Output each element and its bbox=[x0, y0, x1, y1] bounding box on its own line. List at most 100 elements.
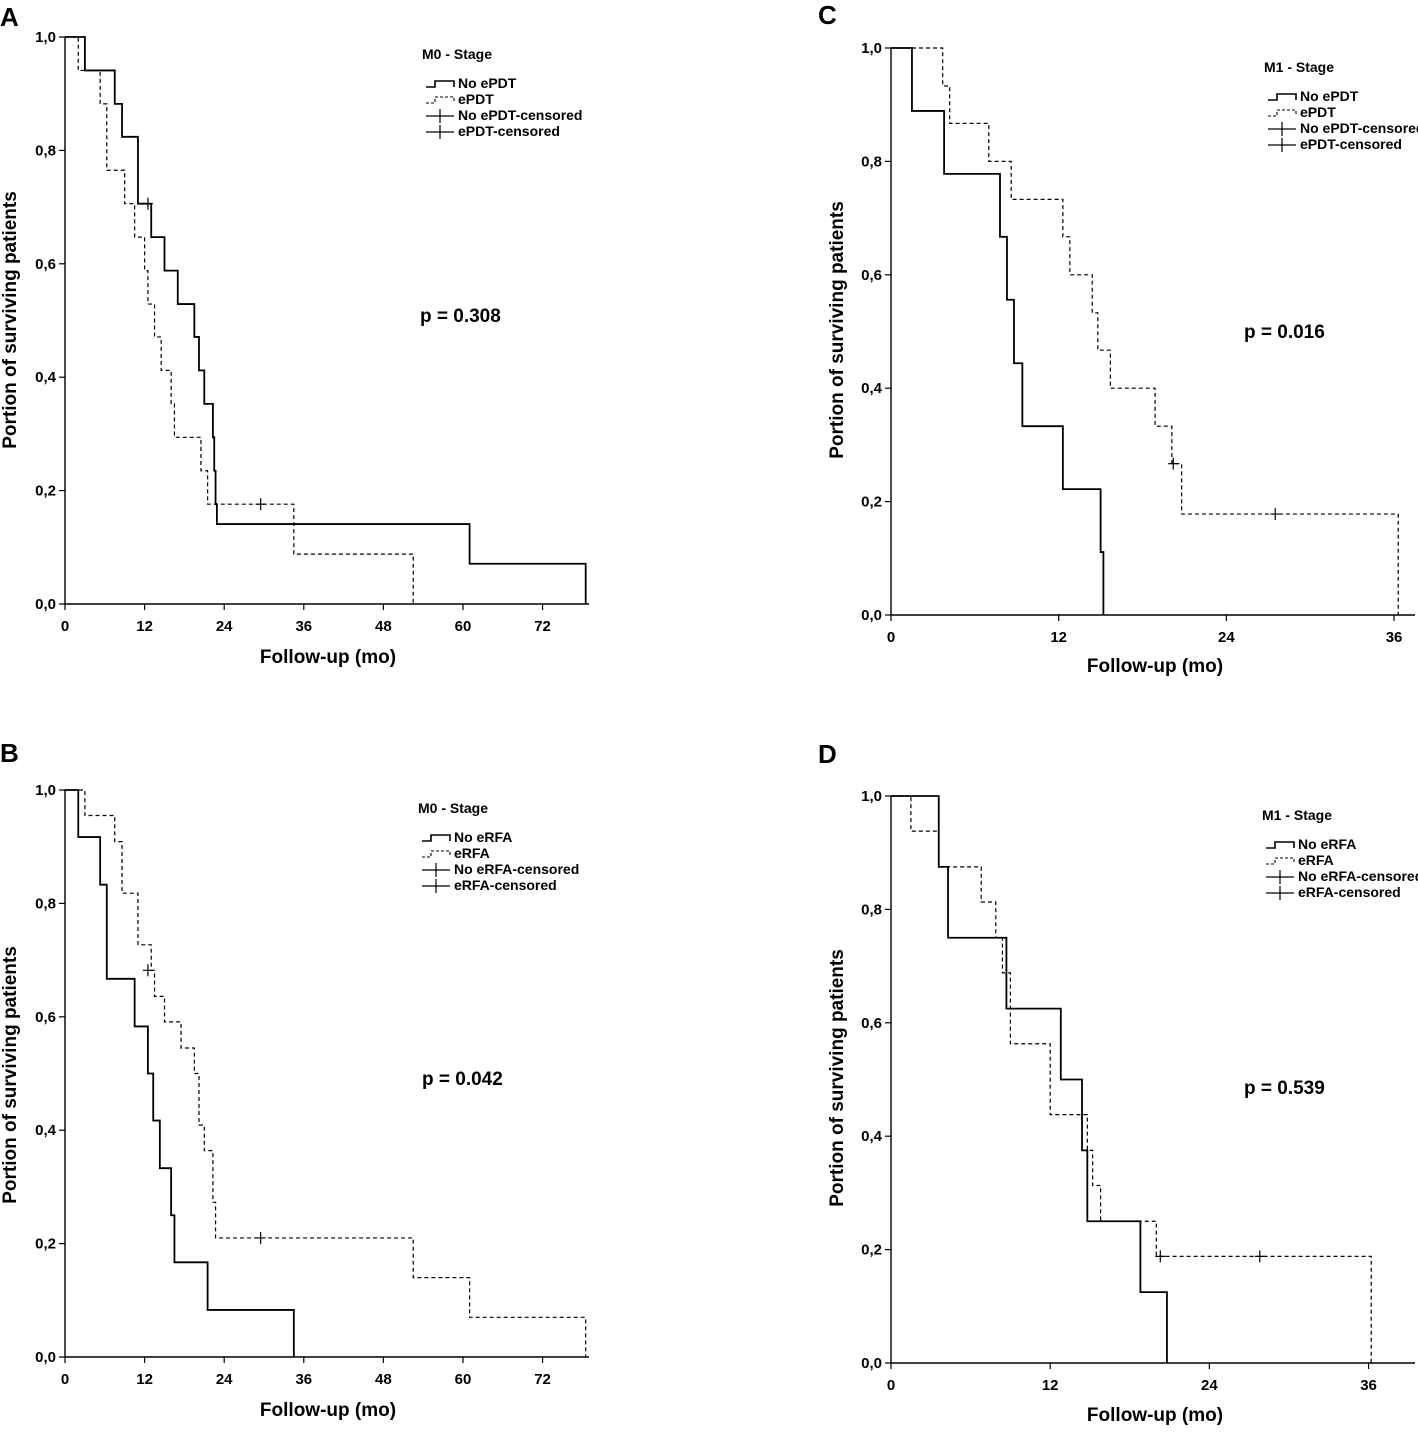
panel-letter: C bbox=[818, 0, 837, 30]
censor-mark-erfa bbox=[1254, 1250, 1265, 1263]
y-tick-label: 0,0 bbox=[861, 1355, 882, 1372]
y-tick-label: 0,8 bbox=[35, 142, 56, 159]
x-tick-label: 12 bbox=[1042, 1377, 1059, 1394]
legend-entry: No eRFA bbox=[454, 829, 512, 845]
x-tick-label: 24 bbox=[1218, 629, 1235, 646]
y-tick-label: 1,0 bbox=[35, 782, 56, 799]
km-curve-no-epdt bbox=[891, 47, 1105, 615]
x-tick-label: 36 bbox=[295, 1371, 312, 1388]
x-tick-label: 24 bbox=[216, 618, 233, 635]
x-tick-label: 12 bbox=[136, 1371, 153, 1388]
y-tick-label: 0,8 bbox=[861, 153, 882, 170]
legend-symbol-dashed bbox=[422, 850, 451, 858]
y-tick-label: 1,0 bbox=[861, 40, 882, 57]
legend-entry: No ePDT-censored bbox=[1300, 120, 1418, 136]
y-tick-label: 0,4 bbox=[35, 369, 57, 386]
legend-entry: eRFA-censored bbox=[454, 877, 557, 893]
x-tick-label: 24 bbox=[216, 1371, 233, 1388]
legend-entry: No ePDT bbox=[1300, 88, 1359, 104]
legend-symbol-solid bbox=[1268, 93, 1297, 101]
legend-entry: ePDT bbox=[458, 91, 494, 107]
x-tick-label: 60 bbox=[455, 618, 472, 635]
censor-mark-erfa bbox=[1155, 1250, 1166, 1263]
x-tick-label: 36 bbox=[1360, 1377, 1377, 1394]
x-tick-label: 0 bbox=[61, 1371, 69, 1388]
y-tick-label: 0,4 bbox=[861, 1128, 883, 1145]
x-tick-label: 60 bbox=[455, 1371, 472, 1388]
x-tick-label: 0 bbox=[61, 618, 69, 635]
y-axis-title: Portion of surviving patients bbox=[0, 946, 21, 1204]
censor-mark-epdt bbox=[1168, 457, 1179, 470]
legend-symbol-censor bbox=[422, 863, 450, 877]
legend-symbol-censor bbox=[422, 879, 450, 893]
y-axis-title: Portion of surviving patients bbox=[827, 201, 848, 459]
km-curve-epdt bbox=[65, 36, 414, 604]
y-tick-label: 0,0 bbox=[35, 596, 56, 613]
y-tick-label: 0,2 bbox=[861, 494, 882, 511]
y-tick-label: 0,0 bbox=[35, 1349, 56, 1366]
x-tick-label: 36 bbox=[1386, 629, 1403, 646]
legend-entry: eRFA bbox=[454, 845, 490, 861]
km-curve-erfa bbox=[891, 795, 1372, 1363]
p-value: p = 0.042 bbox=[422, 1069, 503, 1090]
censor-mark-epdt bbox=[255, 498, 266, 511]
panel-letter: B bbox=[0, 738, 19, 768]
legend-symbol-dashed bbox=[1266, 857, 1295, 865]
panel-letter: A bbox=[0, 2, 19, 32]
x-tick-label: 48 bbox=[375, 1371, 392, 1388]
legend-entry: ePDT-censored bbox=[1300, 136, 1402, 152]
panel-c: C 0,0 0,2 0,4 0,6 0,8 1,0 0 12 24 36 Follow-up (mo)… bbox=[818, 0, 1418, 677]
legend-entry: ePDT bbox=[1300, 104, 1336, 120]
legend-entry: eRFA-censored bbox=[1298, 884, 1401, 900]
x-tick-label: 0 bbox=[887, 629, 895, 646]
legend-symbol-dashed bbox=[1268, 109, 1297, 117]
km-curve-erfa bbox=[65, 789, 587, 1357]
y-tick-label: 0,2 bbox=[35, 1236, 56, 1253]
p-value: p = 0.539 bbox=[1244, 1078, 1325, 1099]
panel-b: B 0,0 0,2 0,4 0,6 0,8 1,0 0 12 24 36 48 60 72 Follow-u… bbox=[0, 738, 589, 1421]
y-tick-label: 0,4 bbox=[861, 380, 883, 397]
y-axis-title: Portion of surviving patients bbox=[827, 949, 848, 1207]
legend-symbol-solid bbox=[1266, 841, 1295, 849]
km-curve-epdt bbox=[891, 47, 1399, 615]
km-curve-no-erfa bbox=[65, 789, 295, 1357]
legend-title: M0 - Stage bbox=[418, 800, 488, 816]
x-axis-title: Follow-up (mo) bbox=[1087, 1405, 1223, 1426]
km-curve-no-erfa bbox=[891, 795, 1168, 1363]
legend-entry: ePDT-censored bbox=[458, 123, 560, 139]
legend-symbol-dashed bbox=[426, 96, 455, 104]
legend-entry: No ePDT bbox=[458, 75, 517, 91]
x-tick-label: 72 bbox=[534, 618, 551, 635]
legend-title: M0 - Stage bbox=[422, 46, 492, 62]
y-tick-label: 0,2 bbox=[35, 483, 56, 500]
x-tick-label: 12 bbox=[1050, 629, 1067, 646]
y-tick-label: 0,2 bbox=[861, 1242, 882, 1259]
x-tick-label: 72 bbox=[534, 1371, 551, 1388]
censor-mark-erfa bbox=[255, 1231, 266, 1244]
x-tick-label: 48 bbox=[375, 618, 392, 635]
y-tick-label: 0,8 bbox=[35, 895, 56, 912]
legend-symbol-solid bbox=[422, 834, 451, 842]
legend-symbol-censor bbox=[1268, 138, 1296, 152]
p-value: p = 0.016 bbox=[1244, 322, 1325, 343]
x-tick-label: 0 bbox=[887, 1377, 895, 1394]
y-tick-label: 0,4 bbox=[35, 1122, 57, 1139]
p-value: p = 0.308 bbox=[420, 306, 501, 327]
legend-symbol-censor bbox=[1268, 122, 1296, 136]
legend-entry: eRFA bbox=[1298, 852, 1334, 868]
y-tick-label: 0,6 bbox=[861, 267, 882, 284]
panel-letter: D bbox=[818, 739, 837, 769]
y-tick-label: 0,6 bbox=[861, 1015, 882, 1032]
y-tick-label: 0,0 bbox=[861, 607, 882, 624]
legend-title: M1 - Stage bbox=[1264, 59, 1334, 75]
x-axis-title: Follow-up (mo) bbox=[260, 647, 396, 668]
x-tick-label: 24 bbox=[1201, 1377, 1218, 1394]
x-axis-title: Follow-up (mo) bbox=[1087, 656, 1223, 677]
y-axis-title: Portion of surviving patients bbox=[0, 191, 21, 449]
panel-d: D 0,0 0,2 0,4 0,6 0,8 1,0 0 12 24 36 Follow-up (mo)… bbox=[818, 739, 1418, 1426]
